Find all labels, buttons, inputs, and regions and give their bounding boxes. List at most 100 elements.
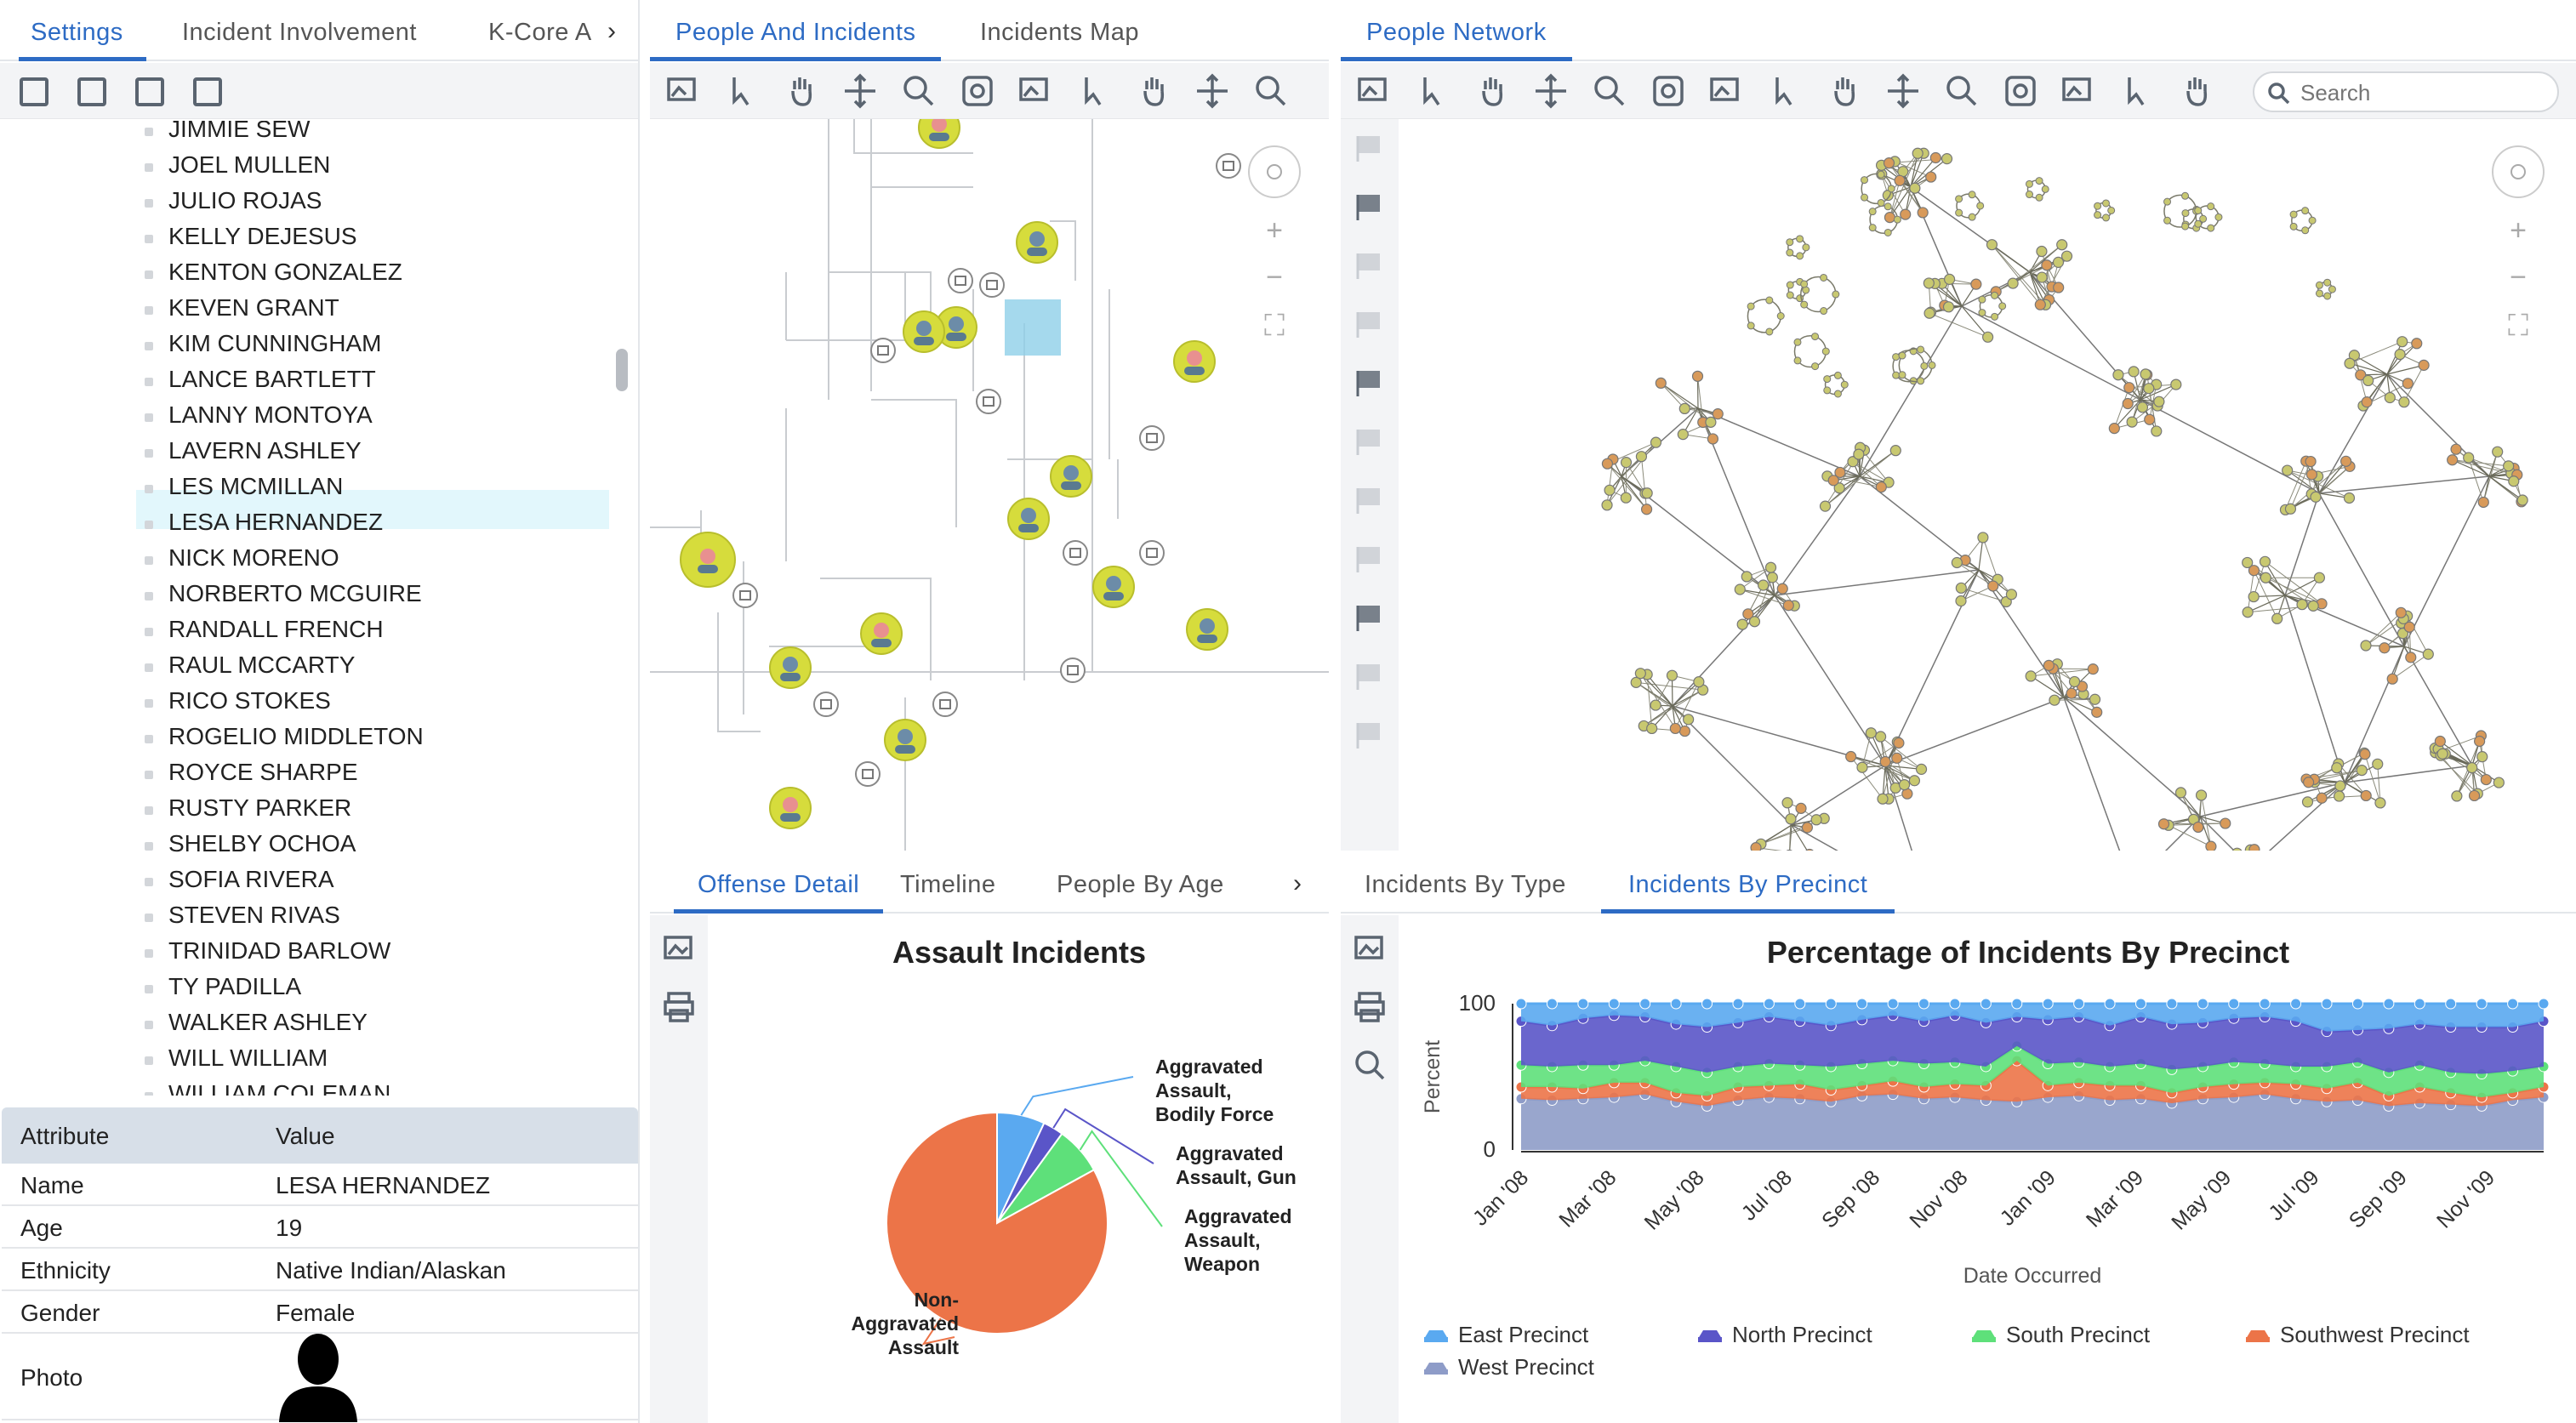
- network-node[interactable]: [1887, 185, 1895, 193]
- network-node[interactable]: [2220, 817, 2231, 829]
- network-node[interactable]: [1677, 429, 1689, 441]
- network-node[interactable]: [2242, 606, 2254, 618]
- grid-icon[interactable]: [2002, 72, 2039, 110]
- network-node[interactable]: [1893, 215, 1901, 224]
- network-node[interactable]: [1765, 327, 1774, 336]
- network-node[interactable]: [2289, 222, 2298, 231]
- network-node[interactable]: [1955, 595, 1967, 607]
- network-node[interactable]: [2035, 177, 2043, 185]
- network-node[interactable]: [1810, 814, 1822, 826]
- network-node[interactable]: [1641, 487, 1653, 499]
- network-node[interactable]: [2157, 818, 2170, 830]
- zoom-out-icon[interactable]: −: [1266, 261, 1283, 293]
- network-node[interactable]: [2331, 762, 2343, 774]
- data-point[interactable]: [2228, 998, 2240, 1010]
- network-node[interactable]: [1912, 147, 1923, 159]
- info-icon[interactable]: [2119, 72, 2157, 110]
- move-icon[interactable]: [1532, 72, 1570, 110]
- network-node[interactable]: [1601, 499, 1613, 511]
- network-node[interactable]: [1691, 370, 1704, 382]
- incident-graph[interactable]: + − ⛶: [650, 119, 1329, 851]
- network-node[interactable]: [1856, 761, 1868, 773]
- area-series[interactable]: [1521, 1004, 2544, 1032]
- network-node[interactable]: [1764, 561, 1777, 573]
- zoom-in-icon[interactable]: +: [2510, 214, 2527, 247]
- network-node[interactable]: [1847, 456, 1859, 468]
- network-node[interactable]: [1800, 300, 1809, 309]
- network-node[interactable]: [2140, 368, 2151, 380]
- area-series[interactable]: [1521, 1015, 2544, 1074]
- incident-node[interactable]: [948, 268, 973, 293]
- network-node[interactable]: [1821, 347, 1830, 356]
- export-image-icon[interactable]: [1353, 932, 1387, 966]
- network-node[interactable]: [1925, 171, 1937, 183]
- network-node[interactable]: [2271, 612, 2283, 624]
- network-node[interactable]: [1898, 778, 1911, 791]
- add-link-icon[interactable]: [1884, 72, 1922, 110]
- network-node[interactable]: [1976, 202, 1985, 210]
- network-node[interactable]: [1917, 377, 1925, 385]
- person-node[interactable]: [918, 119, 960, 149]
- data-point[interactable]: [1980, 998, 1992, 1010]
- network-node[interactable]: [2094, 202, 2102, 210]
- network-node[interactable]: [1833, 371, 1842, 379]
- data-point[interactable]: [2011, 998, 2023, 1010]
- network-node[interactable]: [1796, 235, 1804, 243]
- list-item[interactable]: LAVERN ASHLEY: [168, 437, 362, 464]
- incident-node[interactable]: [870, 338, 896, 363]
- network-node[interactable]: [2339, 455, 2352, 467]
- network-node[interactable]: [2328, 285, 2336, 293]
- data-point[interactable]: [1918, 998, 1930, 1010]
- network-node[interactable]: [2194, 219, 2203, 228]
- chevron-right-icon[interactable]: ›: [1293, 869, 1302, 897]
- network-node[interactable]: [1819, 500, 1832, 512]
- zoom-out-icon[interactable]: −: [2510, 261, 2527, 293]
- network-node[interactable]: [1604, 484, 1616, 496]
- network-node[interactable]: [2476, 751, 2488, 763]
- network-node[interactable]: [2418, 359, 2430, 371]
- network-node[interactable]: [2144, 413, 2156, 425]
- network-node[interactable]: [2053, 282, 2065, 293]
- network-node[interactable]: [2305, 469, 2318, 481]
- network-node[interactable]: [1845, 750, 1857, 763]
- map-navigation[interactable]: [2492, 145, 2545, 198]
- network-node[interactable]: [1978, 295, 1986, 304]
- list-item[interactable]: NORBERTO MCGUIRE: [168, 580, 422, 606]
- network-node[interactable]: [1786, 281, 1794, 289]
- network-node[interactable]: [1955, 195, 1963, 203]
- network-node[interactable]: [2361, 396, 2373, 408]
- pan-hand-icon[interactable]: [1473, 72, 1511, 110]
- list-item[interactable]: LESA HERNANDEZ: [168, 509, 384, 535]
- network-node[interactable]: [2041, 259, 2053, 271]
- network-node[interactable]: [2307, 600, 2319, 612]
- network-node[interactable]: [2303, 777, 2315, 788]
- list-item[interactable]: JULIO ROJAS: [168, 187, 322, 213]
- network-node[interactable]: [2508, 475, 2520, 487]
- network-node[interactable]: [2356, 764, 2368, 777]
- tab-people-and-incidents[interactable]: People And Incidents: [650, 0, 942, 61]
- data-point[interactable]: [2351, 998, 2363, 1010]
- network-node[interactable]: [2060, 250, 2073, 262]
- list-item[interactable]: LANNY MONTOYA: [168, 401, 373, 428]
- person-node[interactable]: [680, 532, 736, 588]
- network-node[interactable]: [2089, 693, 2101, 705]
- network-node[interactable]: [2035, 193, 2043, 202]
- network-node[interactable]: [1833, 482, 1845, 494]
- network-node[interactable]: [2143, 383, 2155, 395]
- person-node[interactable]: [1016, 221, 1058, 264]
- copy-icon[interactable]: [189, 73, 226, 111]
- select-link-icon[interactable]: [1252, 72, 1290, 110]
- select-link-icon[interactable]: [1943, 72, 1980, 110]
- network-node[interactable]: [1892, 371, 1901, 379]
- network-node[interactable]: [1942, 301, 1955, 313]
- person-node[interactable]: [1050, 455, 1092, 498]
- list-item[interactable]: SHELBY OCHOA: [168, 830, 356, 857]
- network-node[interactable]: [2474, 735, 2486, 748]
- network-node[interactable]: [2296, 599, 2308, 611]
- network-node[interactable]: [1693, 676, 1705, 688]
- network-node[interactable]: [2068, 675, 2081, 688]
- selected-node-highlight[interactable]: [1005, 299, 1061, 356]
- network-node[interactable]: [1853, 448, 1865, 460]
- network-node[interactable]: [2451, 790, 2463, 802]
- network-node[interactable]: [1875, 481, 1887, 493]
